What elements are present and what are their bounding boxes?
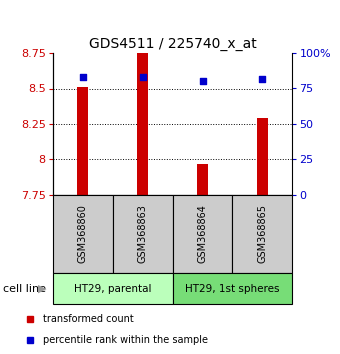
Bar (257, 118, 268, 195)
Text: cell line: cell line (3, 284, 46, 293)
Text: GSM368860: GSM368860 (78, 204, 88, 263)
Bar (197, 164, 208, 195)
Point (140, 74, 145, 80)
Bar (53, 273, 172, 304)
Text: GSM368864: GSM368864 (198, 204, 207, 263)
Bar (172, 273, 292, 304)
Bar (113, 195, 173, 273)
Point (260, 76, 265, 81)
Text: HT29, parental: HT29, parental (74, 284, 151, 293)
Text: GSM368863: GSM368863 (138, 204, 148, 263)
Title: GDS4511 / 225740_x_at: GDS4511 / 225740_x_at (89, 37, 256, 51)
Point (80, 74, 85, 80)
Text: HT29, 1st spheres: HT29, 1st spheres (185, 284, 280, 293)
Bar (137, 32, 148, 195)
Text: percentile rank within the sample: percentile rank within the sample (44, 335, 208, 345)
Point (200, 79, 205, 84)
Text: GSM368865: GSM368865 (257, 204, 268, 263)
Bar (233, 195, 292, 273)
Bar (77, 87, 88, 195)
Bar (53, 195, 113, 273)
Text: ▶: ▶ (38, 284, 47, 293)
Text: transformed count: transformed count (44, 314, 134, 324)
Bar (172, 195, 233, 273)
